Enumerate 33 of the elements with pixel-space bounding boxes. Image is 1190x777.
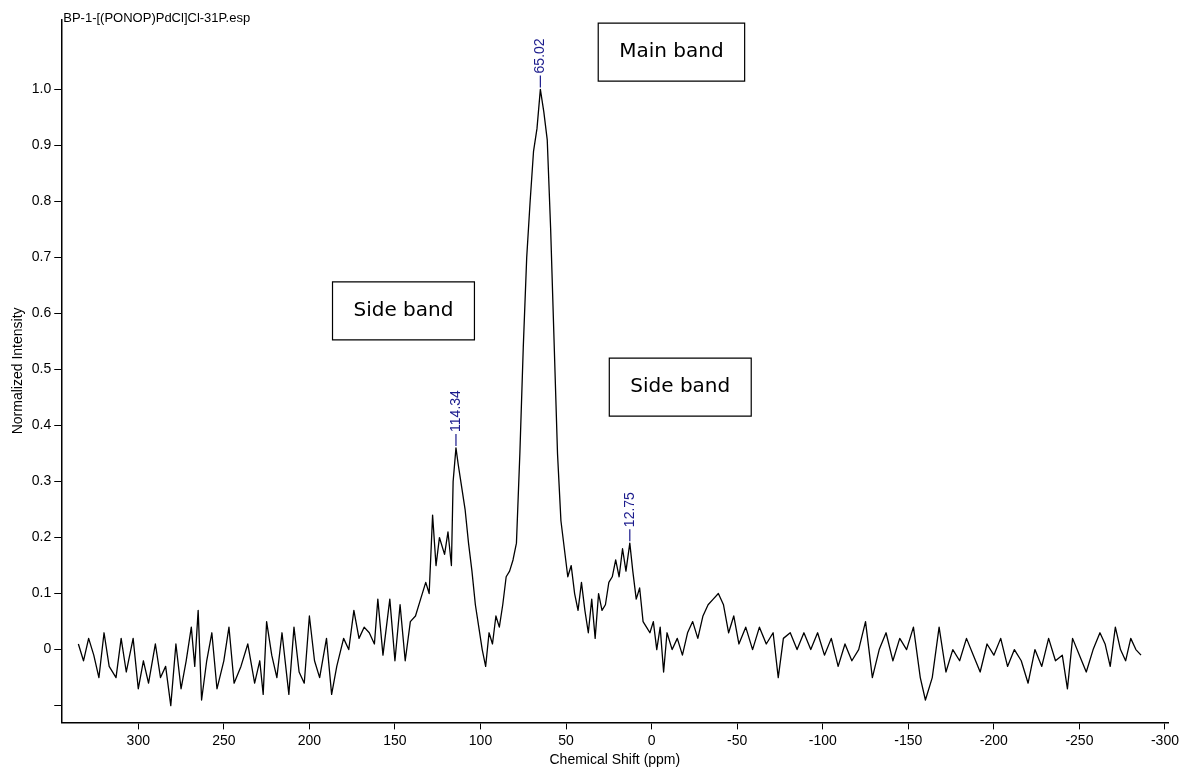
annotation: 65.02 [531,38,548,74]
y-tick-label: 0.5 [31,360,52,377]
y-tick-label: 0.1 [31,584,52,601]
annotation: Main band [619,38,724,63]
y-tick-label: 0.4 [31,416,52,433]
x-tick-label: 200 [297,731,322,748]
x-axis-title: Chemical Shift (ppm) [549,751,681,768]
y-tick-label: 0.8 [31,192,52,209]
x-tick-label: -50 [727,731,748,748]
annotation: 12.75 [620,491,637,528]
y-tick-label: 0.9 [31,136,52,153]
y-tick-label: 0.2 [31,528,52,545]
y-tick-label: 1.0 [31,80,52,97]
chart-title: BP-1-[(PONOP)PdCl]Cl-31P.esp [63,10,251,26]
x-tick-label: 0 [647,731,656,748]
annotation: 114.34 [446,389,463,432]
y-tick-label: 0.7 [31,248,52,265]
x-tick-label: -250 [1065,731,1094,748]
x-tick-label: 300 [126,731,151,748]
x-tick-label: -150 [894,731,923,748]
x-tick-label: 150 [383,731,407,748]
y-tick-label: 0.6 [31,304,52,321]
annotation: Side band [630,373,731,398]
x-tick-label: -200 [979,731,1009,748]
annotation: Side band [353,297,454,322]
y-tick-label: 0 [43,640,52,657]
x-tick-label: -100 [808,731,837,748]
y-tick-label: 0.3 [31,472,52,489]
x-tick-label: 100 [468,731,493,748]
y-axis-title: Normalized Intensity [9,307,26,435]
x-tick-label: 250 [212,731,236,748]
x-tick-label: -300 [1150,731,1180,748]
x-tick-label: 50 [558,731,575,748]
